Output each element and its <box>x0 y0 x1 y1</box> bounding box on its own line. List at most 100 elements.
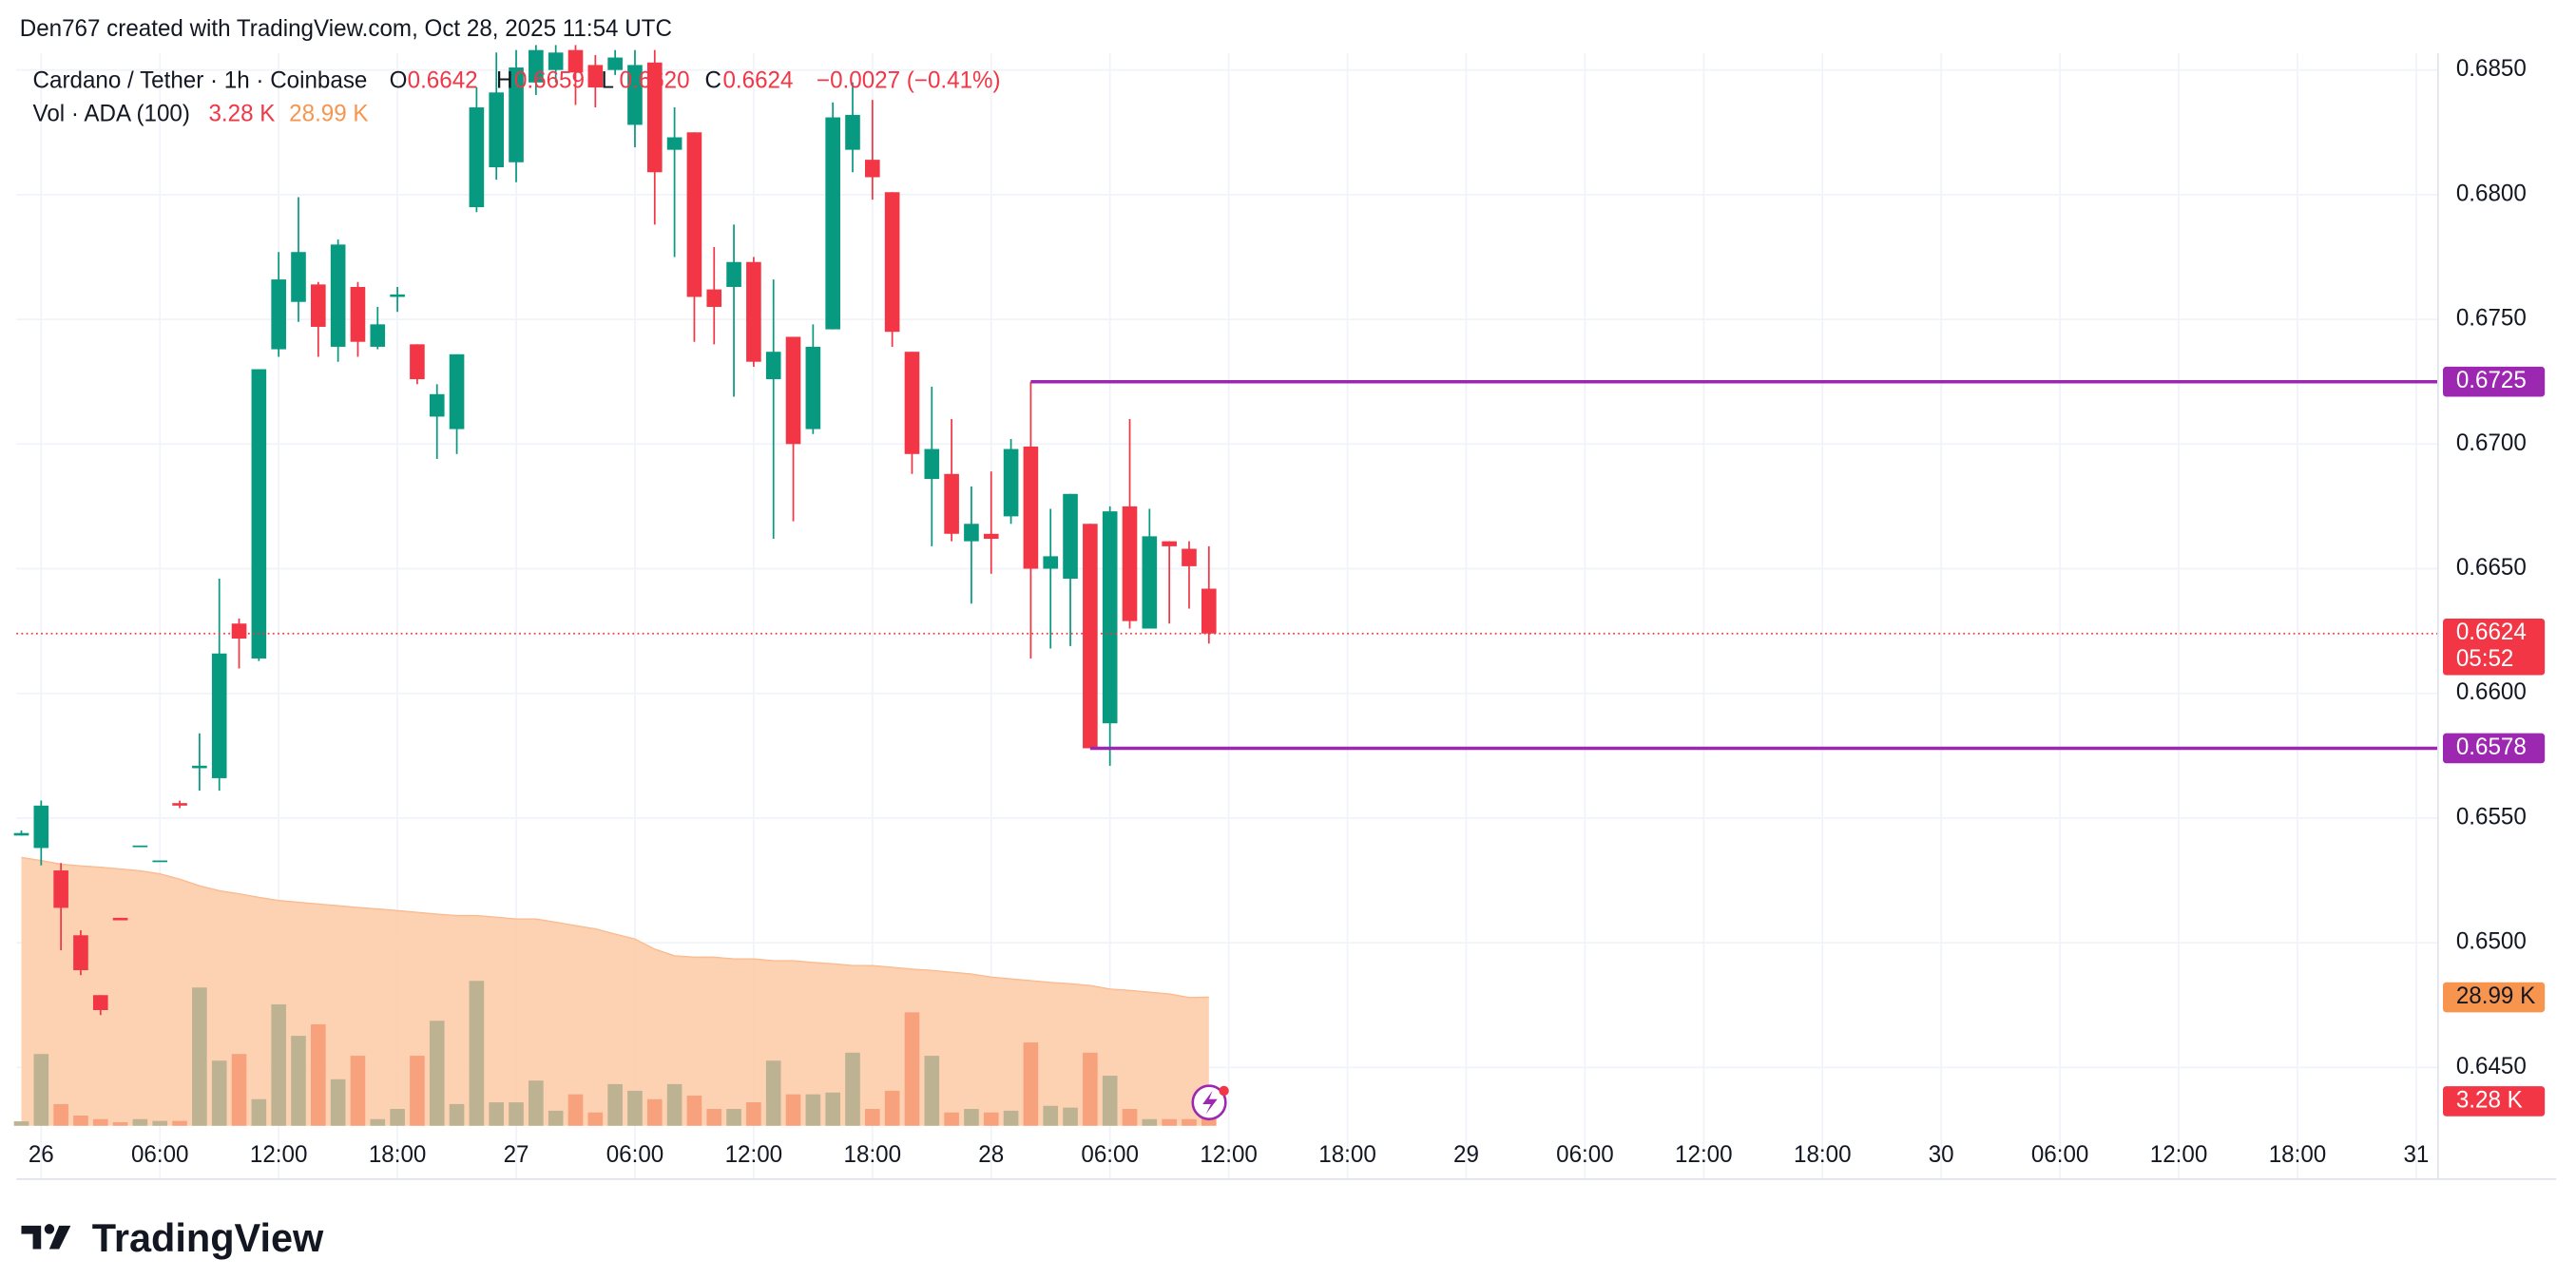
candle-body <box>825 117 840 330</box>
volume-bar <box>1063 1107 1078 1126</box>
candle-body <box>390 294 405 297</box>
candle-body <box>73 935 88 971</box>
volume-bar <box>805 1094 821 1126</box>
candle-body <box>13 832 29 836</box>
volume-bar <box>172 1120 187 1126</box>
candle-body <box>1003 449 1019 517</box>
volume-bar <box>845 1052 860 1126</box>
candle-body <box>112 917 128 921</box>
candle-body <box>53 870 68 908</box>
ma-tag-box <box>2443 982 2546 1013</box>
volume-bar <box>449 1103 465 1126</box>
candle-body <box>983 533 999 540</box>
candle-body <box>92 995 108 1010</box>
volume-bar <box>211 1060 227 1126</box>
candle-body <box>1083 524 1098 749</box>
volume-bar <box>33 1054 49 1126</box>
candle-body <box>251 369 267 659</box>
x-tick-label: 18:00 <box>1318 1142 1376 1168</box>
volume-bar <box>231 1054 247 1126</box>
candle-body <box>904 352 920 454</box>
x-tick-label: 31 <box>2403 1142 2429 1168</box>
ohlc-key: H <box>496 67 512 93</box>
volume-bar <box>410 1056 425 1126</box>
legend: Cardano / Tether · 1h · Coinbase O 0.664… <box>33 67 1001 126</box>
volume-bar <box>152 1120 168 1126</box>
volume-bar <box>1102 1076 1118 1126</box>
volume-bar <box>607 1083 623 1126</box>
volume-bar <box>529 1080 544 1126</box>
volume-bar <box>192 987 207 1126</box>
vol-tag: 3.28 K <box>2456 1087 2523 1113</box>
volume-bar <box>92 1118 108 1126</box>
level-label-box <box>2443 733 2546 764</box>
candle-body <box>1023 446 1039 569</box>
volume-bar <box>291 1036 306 1126</box>
logo[interactable]: TradingView <box>21 1215 324 1260</box>
candle-body <box>33 805 49 849</box>
candle-body <box>548 52 564 70</box>
candle-body <box>330 244 346 347</box>
x-tick-label: 06:00 <box>606 1142 664 1168</box>
ohlc-value: 0.6642 <box>408 67 478 93</box>
candle-body <box>726 261 741 287</box>
candle-body <box>746 261 761 362</box>
volume-bar <box>765 1060 781 1126</box>
logo-text[interactable]: TradingView <box>92 1215 324 1260</box>
candle-body <box>410 344 425 380</box>
candle-body <box>429 393 445 417</box>
volume-bar <box>1043 1105 1059 1126</box>
volume-bar <box>509 1102 524 1126</box>
candle-body <box>646 62 663 173</box>
y-tick-label: 0.6650 <box>2456 555 2527 581</box>
x-tick-label: 18:00 <box>1794 1142 1852 1168</box>
volume-bar <box>666 1083 682 1126</box>
volume-bar <box>112 1122 128 1126</box>
x-tick-label: 28 <box>978 1142 1004 1168</box>
volume-bar <box>964 1109 979 1126</box>
candle-body <box>449 353 465 430</box>
volume-bar <box>390 1109 405 1126</box>
candle-body <box>845 114 860 150</box>
volume-bar <box>587 1112 604 1126</box>
candle-body <box>231 623 247 639</box>
candle-body <box>1102 511 1118 724</box>
vol-tag-box <box>2443 1086 2546 1117</box>
volume-bar <box>251 1098 267 1126</box>
candle-body <box>805 346 821 430</box>
candle-body <box>1182 548 1197 566</box>
volume-bar <box>370 1118 386 1126</box>
volume-bar <box>746 1102 761 1126</box>
ohlc-value: 0.6620 <box>620 67 690 93</box>
volume-bar <box>646 1098 663 1126</box>
y-tick-label: 0.6750 <box>2456 305 2527 331</box>
change: −0.0027 (−0.41%) <box>817 67 1001 93</box>
volume-bar <box>489 1102 505 1126</box>
x-tick-label: 18:00 <box>844 1142 902 1168</box>
candle-body <box>706 289 722 307</box>
volume-bar <box>132 1118 148 1126</box>
volume-pane <box>13 856 1217 1126</box>
volume-bar <box>1003 1110 1019 1126</box>
candle-body <box>152 860 168 863</box>
candle-body <box>1201 588 1217 634</box>
level-label-box <box>2443 366 2546 397</box>
candle-body <box>469 107 485 207</box>
volume-bar <box>73 1116 88 1126</box>
last-price-box <box>2443 618 2546 676</box>
volume-bar <box>627 1090 643 1126</box>
candle-body <box>1122 506 1138 621</box>
level-label: 0.6578 <box>2456 735 2527 760</box>
volume-bar <box>706 1109 722 1126</box>
candle-body <box>132 845 148 848</box>
volume-bar <box>884 1090 900 1126</box>
candle-body <box>192 765 207 769</box>
volume-bar <box>53 1103 68 1126</box>
x-tick-label: 06:00 <box>2031 1142 2089 1168</box>
candle-body <box>1043 556 1059 569</box>
volume-bar <box>350 1056 366 1126</box>
ohlc-key: C <box>704 67 721 93</box>
